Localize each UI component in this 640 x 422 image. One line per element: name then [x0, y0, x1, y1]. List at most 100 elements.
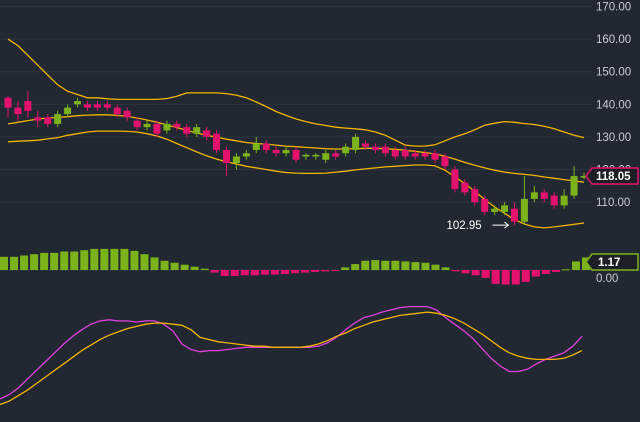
candle-body	[560, 195, 568, 206]
candle-body	[322, 153, 330, 160]
candle-body	[4, 97, 12, 108]
candle	[123, 107, 131, 121]
candle-body	[421, 153, 429, 157]
candle	[163, 120, 171, 134]
lower-band-line	[7, 130, 585, 229]
histogram-bar	[180, 264, 189, 270]
last-price-badge	[585, 167, 639, 185]
candle	[222, 146, 230, 177]
histogram-bar	[401, 261, 410, 270]
candle-body	[203, 130, 211, 137]
histogram-bar	[381, 260, 390, 270]
candle-body	[93, 104, 101, 108]
candle	[371, 143, 379, 154]
candle-body	[411, 153, 419, 157]
histogram-bar	[501, 270, 510, 285]
histogram-bar	[200, 268, 209, 270]
candle-body	[481, 198, 489, 212]
candle	[74, 97, 82, 108]
histogram-bar	[441, 267, 450, 270]
candle-body	[213, 133, 221, 150]
candlesticks	[4, 91, 588, 225]
candle-body	[332, 153, 340, 157]
candle	[282, 146, 290, 157]
candle	[34, 110, 42, 128]
candle	[183, 123, 191, 137]
candle	[421, 149, 429, 160]
histogram-bar	[582, 257, 590, 270]
candle-body	[441, 156, 449, 167]
histogram-bar	[341, 267, 350, 270]
candle	[262, 140, 270, 154]
histogram-value-label: 1.17	[598, 257, 620, 269]
candle	[213, 130, 221, 154]
candle	[411, 149, 419, 160]
candle	[64, 104, 72, 118]
histogram-bar	[10, 256, 19, 270]
candle-body	[272, 149, 280, 154]
candle	[153, 120, 161, 137]
histogram-bar	[391, 260, 400, 270]
value-badges: 118.05 1.17	[585, 167, 639, 271]
histogram-bar	[311, 270, 320, 272]
histogram-bar	[110, 248, 119, 270]
candle	[143, 120, 151, 131]
histogram-bar	[170, 262, 179, 270]
candle-body	[342, 146, 350, 154]
candle-body	[451, 169, 459, 190]
candle-body	[391, 149, 399, 157]
candle-body	[143, 123, 151, 128]
candle	[501, 202, 509, 216]
candle-body	[24, 101, 32, 111]
histogram-zero-label: 0.00	[596, 273, 618, 285]
candle-body	[44, 117, 52, 124]
candle-body	[381, 146, 389, 154]
bollinger-bands	[7, 38, 585, 229]
candle-body	[173, 123, 181, 128]
histogram-bar	[160, 260, 169, 270]
candle-body	[540, 192, 548, 199]
histogram-bar	[130, 250, 139, 270]
candle	[520, 176, 528, 225]
candle-body	[401, 149, 409, 157]
oscillator-panel	[0, 305, 583, 406]
candle	[24, 91, 32, 118]
histogram-bar	[431, 264, 440, 270]
candle-body	[133, 120, 141, 128]
candle-body	[461, 182, 469, 193]
middle-band-line	[7, 114, 585, 183]
candle	[332, 149, 340, 160]
histogram-bar	[90, 248, 99, 270]
candle-body	[262, 143, 270, 150]
candle-body	[352, 136, 360, 150]
histogram-bar	[150, 257, 159, 270]
candle-body	[530, 192, 538, 199]
histogram-bar	[70, 251, 79, 270]
price-tick-label: 160.00	[596, 34, 631, 46]
histogram-bar	[50, 252, 59, 270]
histogram-bar	[291, 270, 299, 274]
histogram-bar	[491, 270, 500, 284]
histogram-bar	[451, 270, 460, 272]
candle-body	[471, 189, 479, 203]
candle	[560, 189, 568, 209]
candle	[103, 101, 111, 111]
candle	[203, 127, 211, 141]
histogram-bar	[40, 252, 49, 270]
candle	[14, 101, 22, 121]
histogram-bar	[561, 269, 570, 271]
candle	[173, 120, 181, 131]
histogram-bar	[100, 248, 109, 270]
candle-body	[183, 127, 191, 134]
candle-body	[570, 176, 578, 196]
candle-body	[371, 146, 379, 150]
candle	[302, 153, 310, 160]
histogram-bar	[331, 270, 340, 271]
candle-body	[83, 104, 91, 108]
oscillator-slow-line	[0, 311, 583, 406]
histogram-bar	[60, 251, 69, 270]
candle	[342, 143, 350, 157]
candle	[510, 202, 518, 225]
